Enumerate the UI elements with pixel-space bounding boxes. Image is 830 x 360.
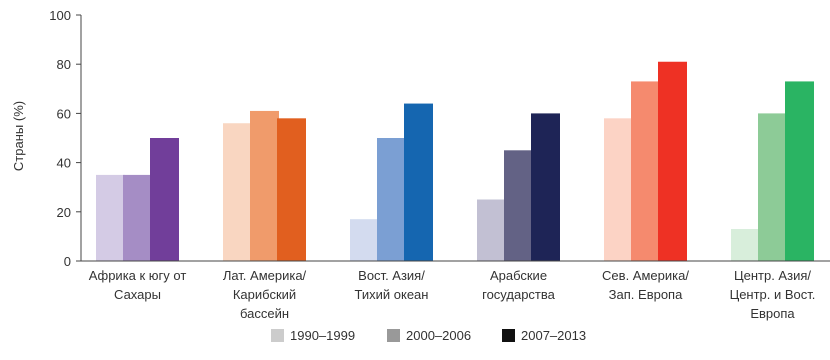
- bar-3-1: [504, 150, 533, 261]
- legend-swatch-0: [271, 329, 284, 342]
- bar-4-2: [658, 61, 687, 261]
- category-label-5: Центр. Азия/Центр. и Вост. Европа: [730, 268, 816, 321]
- category-label-line: Карибский: [233, 287, 296, 302]
- category-label-line: Вост. Азия/: [358, 268, 425, 283]
- bar-4-1: [631, 81, 660, 261]
- category-label-line: Сахары: [114, 287, 161, 302]
- category-label-line: Центр. и Вост.: [730, 287, 816, 302]
- category-label-2: Вост. Азия/Тихий океан: [355, 268, 429, 302]
- category-label-line: Лат. Америка/: [223, 268, 307, 283]
- category-label-line: Арабские: [490, 268, 547, 283]
- bar-3-2: [531, 113, 560, 262]
- x-axis: Африка к югу от Сахары Лат. Америка/Карибс…: [81, 260, 830, 321]
- legend-label-0: 1990–1999: [290, 328, 355, 343]
- category-label-line: Европа: [750, 306, 795, 321]
- bar-0-2: [150, 138, 179, 261]
- category-label-line: Африка к югу от: [89, 268, 187, 283]
- category-label-line: Центр. Азия/: [734, 268, 811, 283]
- bar-1-1: [250, 110, 279, 261]
- bar-0-1: [123, 174, 152, 261]
- bar-4-0: [604, 118, 633, 261]
- category-label-line: Зап. Европа: [609, 287, 683, 302]
- category-label-line: бассейн: [240, 306, 289, 321]
- y-tick-label-100: 100: [49, 8, 71, 23]
- bar-5-1: [758, 113, 787, 262]
- category-label-line: Тихий океан: [355, 287, 429, 302]
- category-label-1: Лат. Америка/Карибский бассейн: [223, 268, 307, 321]
- bar-5-0: [731, 229, 760, 261]
- bars: [96, 61, 814, 262]
- category-label-line: государства: [482, 287, 556, 302]
- category-label-3: Арабские государства: [482, 268, 556, 302]
- legend-label-1: 2000–2006: [406, 328, 471, 343]
- bar-0-0: [96, 174, 125, 261]
- category-label-0: Африка к югу от Сахары: [89, 268, 187, 302]
- category-label-4: Сев. Америка/Зап. Европа: [602, 268, 689, 302]
- y-tick-label-60: 60: [57, 106, 71, 121]
- y-tick-label-40: 40: [57, 156, 71, 171]
- bar-2-0: [350, 219, 379, 261]
- legend-swatch-2: [502, 329, 515, 342]
- bar-5-2: [785, 81, 814, 261]
- bar-3-0: [477, 199, 506, 261]
- bar-2-2: [404, 103, 433, 261]
- bar-2-1: [377, 138, 406, 261]
- y-tick-label-0: 0: [64, 254, 71, 269]
- legend-label-2: 2007–2013: [521, 328, 586, 343]
- y-axis: 0 20 40 60 80 100: [49, 8, 82, 269]
- y-axis-label: Страны (%): [11, 101, 26, 171]
- y-tick-label-20: 20: [57, 205, 71, 220]
- y-tick-label-80: 80: [57, 57, 71, 72]
- legend-swatch-1: [387, 329, 400, 342]
- bar-1-2: [277, 118, 306, 261]
- bar-1-0: [223, 123, 252, 262]
- category-label-line: Сев. Америка/: [602, 268, 689, 283]
- legend: 1990–1999 2000–2006 2007–2013: [271, 328, 586, 343]
